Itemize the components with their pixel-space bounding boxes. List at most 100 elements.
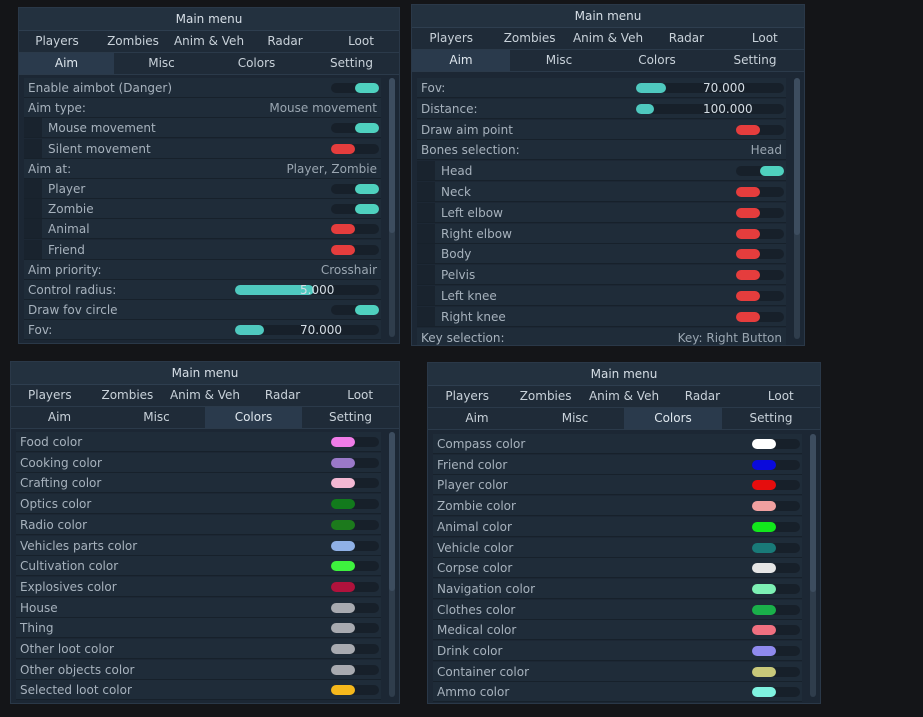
tab-anim-veh[interactable]: Anim & Veh (169, 388, 241, 402)
tab-players[interactable]: Players (28, 388, 72, 402)
tab-misc[interactable]: Misc (148, 56, 175, 70)
tab-loot[interactable]: Loot (767, 389, 794, 403)
color-picker[interactable] (331, 644, 379, 654)
color-picker[interactable] (331, 519, 379, 530)
tab-setting[interactable]: Setting (330, 56, 373, 70)
tab-radar[interactable]: Radar (668, 31, 705, 45)
scrollbar[interactable] (794, 78, 800, 339)
toggle-switch[interactable] (331, 224, 379, 235)
tab-radar[interactable]: Radar (684, 389, 721, 403)
tab-colors[interactable]: Colors (205, 407, 302, 428)
color-picker[interactable] (752, 666, 800, 677)
tab-aim[interactable]: Aim (47, 410, 72, 424)
option-value[interactable]: Mouse movement (269, 101, 377, 116)
tab-radar[interactable]: Radar (264, 388, 301, 402)
scrollbar-thumb[interactable] (794, 78, 800, 235)
color-picker[interactable] (331, 478, 379, 489)
color-picker[interactable] (331, 602, 379, 613)
toggle-switch[interactable] (736, 291, 784, 301)
tab-zombies[interactable]: Zombies (107, 34, 159, 48)
color-picker[interactable] (752, 563, 800, 574)
scrollbar[interactable] (389, 432, 395, 697)
toggle-switch[interactable] (736, 187, 784, 197)
tab-aim[interactable]: Aim (19, 53, 114, 74)
tab-zombies[interactable]: Zombies (519, 389, 572, 403)
color-picker[interactable] (752, 459, 800, 470)
color-picker[interactable] (331, 664, 379, 675)
color-picker[interactable] (752, 625, 800, 636)
toggle-switch[interactable] (331, 184, 379, 194)
tab-aim[interactable]: Aim (412, 50, 510, 71)
tab-players[interactable]: Players (35, 34, 79, 48)
value-slider[interactable]: 70.000 (235, 323, 379, 337)
toggle-switch[interactable] (331, 143, 379, 154)
tab-radar[interactable]: Radar (267, 34, 303, 48)
color-picker[interactable] (331, 623, 379, 634)
color-picker[interactable] (331, 457, 379, 468)
toggle-switch[interactable] (331, 204, 379, 215)
color-picker[interactable] (752, 604, 800, 615)
tab-aim[interactable]: Aim (465, 411, 489, 425)
color-picker[interactable] (331, 685, 379, 696)
tab-zombies[interactable]: Zombies (101, 388, 154, 402)
toggle-switch[interactable] (331, 123, 379, 134)
option-label: Draw fov circle (28, 303, 118, 318)
color-picker[interactable] (331, 437, 379, 447)
color-picker[interactable] (752, 501, 800, 512)
toggle-knob (331, 224, 355, 235)
tab-players[interactable]: Players (445, 389, 489, 403)
toggle-switch[interactable] (331, 83, 379, 93)
scrollbar-thumb[interactable] (389, 432, 395, 591)
color-picker[interactable] (752, 521, 800, 532)
color-picker[interactable] (331, 540, 379, 551)
toggle-switch[interactable] (331, 305, 379, 316)
option-value[interactable]: Crosshair (320, 262, 377, 277)
tab-misc[interactable]: Misc (545, 53, 573, 67)
value-slider[interactable]: 70.000 (636, 81, 784, 95)
color-picker[interactable] (752, 687, 800, 698)
tab-anim-veh[interactable]: Anim & Veh (588, 389, 660, 403)
toggle-switch[interactable] (736, 207, 784, 218)
tab-setting[interactable]: Setting (733, 53, 777, 67)
toggle-switch[interactable] (331, 244, 379, 255)
option-value[interactable]: Head (750, 143, 782, 158)
tab-players[interactable]: Players (429, 31, 473, 45)
tab-colors[interactable]: Colors (624, 408, 722, 429)
option-value[interactable]: Player, Zombie (286, 161, 377, 176)
tab-misc[interactable]: Misc (143, 410, 170, 424)
toggle-switch[interactable] (736, 311, 784, 322)
tab-anim-veh[interactable]: Anim & Veh (173, 34, 245, 48)
scrollbar[interactable] (389, 78, 395, 337)
tab-loot[interactable]: Loot (348, 34, 374, 48)
option-value[interactable]: Key: Right Button (677, 330, 782, 345)
toggle-switch[interactable] (736, 249, 784, 260)
tab-loot[interactable]: Loot (347, 388, 374, 402)
color-picker[interactable] (752, 542, 800, 553)
toggle-switch[interactable] (736, 124, 784, 135)
color-picker[interactable] (331, 561, 379, 572)
tab-loot[interactable]: Loot (751, 31, 778, 45)
tab-colors[interactable]: Colors (638, 53, 676, 67)
tab-setting[interactable]: Setting (749, 411, 793, 425)
scrollbar-thumb[interactable] (810, 434, 816, 592)
toggle-switch[interactable] (736, 166, 784, 177)
toggle-switch[interactable] (736, 228, 784, 239)
scrollbar-thumb[interactable] (389, 78, 395, 234)
option-row-key-selection: Key selection: Key: Right Button (417, 327, 786, 345)
menu-title: Main menu (428, 363, 820, 386)
toggle-switch[interactable] (736, 270, 784, 281)
tab-anim-veh[interactable]: Anim & Veh (572, 31, 644, 45)
tab-misc[interactable]: Misc (561, 411, 589, 425)
color-picker[interactable] (331, 499, 379, 510)
value-slider[interactable]: 5.000 (235, 283, 379, 297)
color-picker[interactable] (752, 439, 800, 449)
tab-setting[interactable]: Setting (329, 410, 372, 424)
color-picker[interactable] (331, 581, 379, 592)
tab-zombies[interactable]: Zombies (503, 31, 556, 45)
tab-colors[interactable]: Colors (237, 56, 276, 70)
value-slider[interactable]: 100.000 (636, 102, 784, 116)
color-picker[interactable] (752, 646, 800, 656)
color-picker[interactable] (752, 583, 800, 594)
scrollbar[interactable] (810, 434, 816, 697)
color-picker[interactable] (752, 480, 800, 491)
